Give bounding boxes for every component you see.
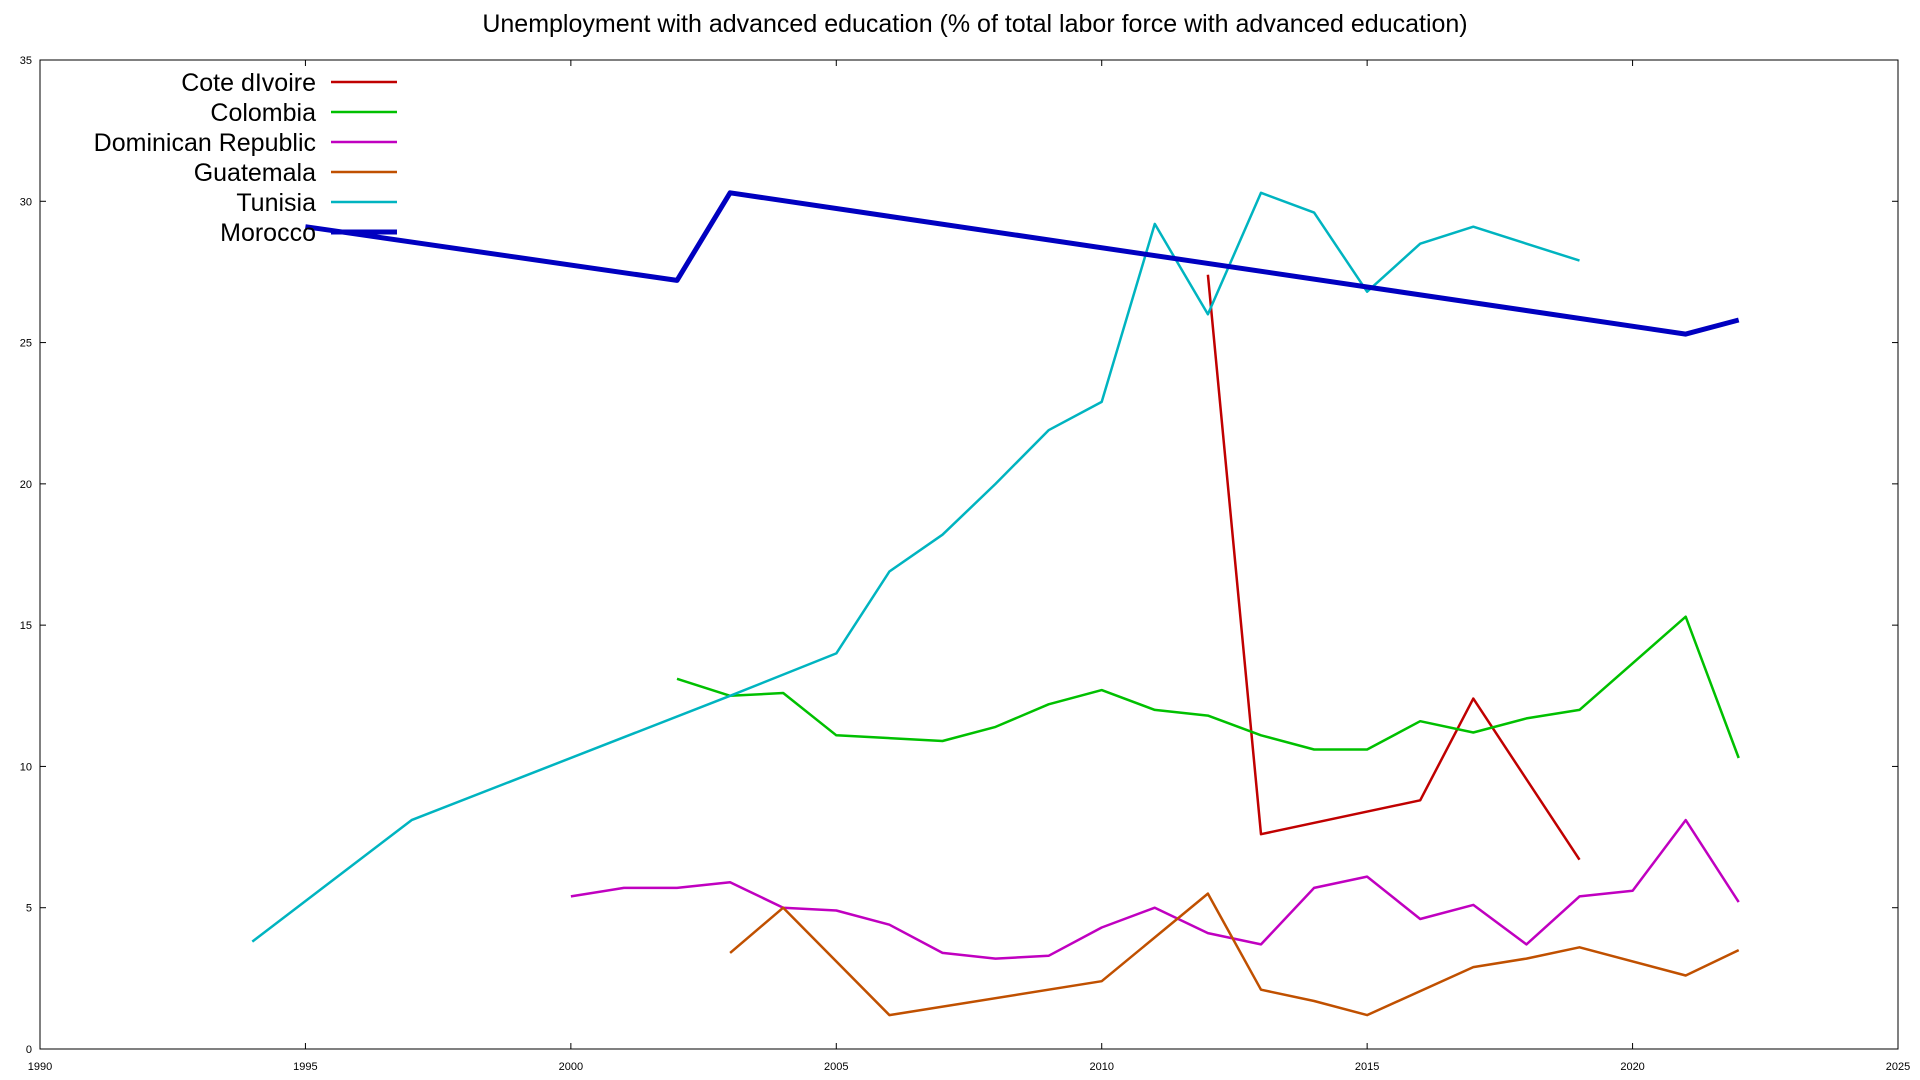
legend-label-colombia: Colombia: [210, 99, 316, 127]
x-tick-label: 1995: [293, 1061, 317, 1073]
y-tick-label: 25: [20, 338, 32, 350]
plot-frame: [39, 59, 1899, 1050]
axes: 1990 1995 2000 2005 2010 2015 2020 202505101520…: [20, 55, 1910, 1073]
y-tick-label: 10: [20, 761, 32, 773]
series-line-guatemala: [729, 892, 1740, 1017]
y-tick-label: 20: [20, 479, 32, 491]
legend-label-cote-divoire: Cote dIvoire: [181, 69, 316, 97]
x-tick-label: 2010: [1089, 1061, 1113, 1073]
y-tick-label: 5: [26, 903, 32, 915]
series-line-dominican-republic: [570, 818, 1740, 960]
legend-label-guatemala: Guatemala: [194, 159, 316, 187]
y-tick-label: 0: [26, 1044, 32, 1056]
series-lines: [251, 190, 1740, 1017]
x-tick-label: 2000: [559, 1061, 583, 1073]
legend-label-morocco: Morocco: [220, 219, 316, 247]
chart-title: Unemployment with advanced education (% …: [482, 10, 1467, 38]
legend-label-dominican-republic: Dominican Republic: [94, 129, 316, 157]
series-line-morocco: [305, 190, 1740, 337]
y-tick-label: 35: [20, 55, 32, 67]
y-tick-label: 30: [20, 196, 32, 208]
y-tick-label: 15: [20, 620, 32, 632]
legend-label-tunisia: Tunisia: [236, 189, 316, 217]
x-tick-label: 2005: [824, 1061, 848, 1073]
series-line-cote-divoire: [1206, 274, 1581, 861]
x-tick-label: 2015: [1355, 1061, 1379, 1073]
x-tick-label: 2020: [1620, 1061, 1644, 1073]
x-tick-label: 2025: [1886, 1061, 1910, 1073]
x-tick-label: 1990: [28, 1061, 52, 1073]
series-line-colombia: [676, 615, 1740, 759]
series-line-tunisia: [251, 191, 1580, 943]
